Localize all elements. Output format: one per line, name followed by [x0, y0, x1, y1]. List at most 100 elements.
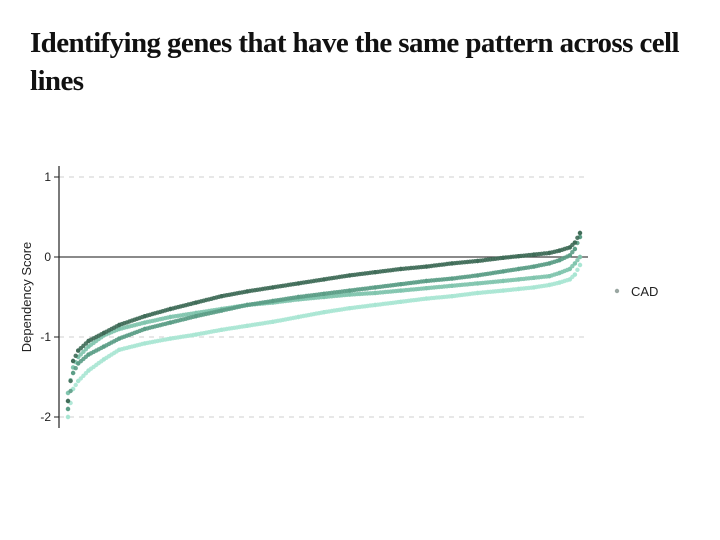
data-point: [73, 382, 78, 388]
data-point: [531, 285, 537, 290]
data-point: [347, 306, 352, 311]
data-point: [557, 248, 562, 253]
series-3: [65, 254, 583, 396]
y-tick-label: -2: [40, 410, 51, 424]
data-point: [570, 264, 575, 269]
series-1: [65, 230, 583, 404]
data-point: [572, 246, 578, 252]
data-point: [219, 308, 224, 313]
data-point: [86, 344, 91, 349]
data-point: [68, 388, 73, 394]
series-layer: [65, 230, 583, 420]
data-point: [86, 338, 91, 344]
data-point: [501, 269, 506, 274]
data-point: [321, 310, 327, 315]
data-point: [567, 253, 572, 258]
data-point: [219, 327, 224, 332]
data-point: [245, 289, 250, 294]
data-point: [296, 294, 301, 300]
data-point: [76, 361, 81, 366]
data-point: [101, 357, 107, 362]
data-point: [575, 235, 580, 240]
data-point: [567, 277, 572, 282]
data-point: [531, 252, 537, 257]
data-point: [373, 270, 378, 275]
data-point: [531, 275, 537, 280]
data-point: [73, 353, 78, 358]
data-point: [70, 370, 76, 376]
data-point: [572, 272, 578, 277]
data-point: [475, 258, 480, 264]
data-point: [347, 288, 352, 293]
legend-label: CAD: [631, 284, 658, 299]
data-point: [65, 406, 71, 412]
data-point: [142, 320, 147, 325]
series-4: [65, 262, 583, 420]
data-point: [547, 282, 552, 288]
data-point: [516, 254, 521, 259]
data-point: [168, 306, 173, 312]
data-point: [557, 280, 562, 285]
data-point: [168, 320, 173, 325]
data-point: [142, 326, 147, 332]
data-point: [86, 352, 91, 357]
data-point: [373, 302, 378, 308]
data-point: [168, 314, 173, 320]
data-point: [575, 258, 580, 263]
data-point: [398, 266, 403, 272]
data-point: [347, 273, 352, 278]
data-point: [547, 250, 552, 256]
data-point: [516, 277, 521, 282]
data-point: [347, 292, 352, 297]
y-axis: 1 0 -1 -2: [40, 166, 60, 428]
data-point: [572, 240, 578, 245]
data-point: [101, 330, 107, 336]
data-point: [65, 398, 71, 404]
data-point: [70, 358, 76, 364]
data-point: [193, 300, 199, 305]
data-point: [449, 276, 455, 281]
data-point: [567, 266, 572, 272]
data-point: [572, 261, 578, 266]
data-point: [168, 336, 173, 341]
data-point: [219, 294, 224, 299]
data-point: [296, 281, 301, 286]
data-point: [398, 282, 403, 287]
data-point: [475, 273, 480, 278]
data-point: [449, 261, 455, 266]
data-point: [373, 285, 378, 290]
data-point: [142, 314, 147, 319]
y-axis-title: Dependency Score: [19, 242, 34, 353]
data-point: [321, 294, 327, 300]
slide-title: Identifying genes that have the same pat…: [30, 27, 680, 97]
data-point: [117, 322, 122, 328]
data-point: [449, 283, 455, 288]
data-point: [531, 264, 537, 269]
data-point: [86, 368, 91, 373]
data-point: [570, 250, 575, 255]
data-point: [373, 290, 378, 296]
data-point: [516, 286, 521, 292]
data-point: [501, 278, 506, 284]
data-point: [76, 348, 81, 353]
data-point: [398, 299, 403, 304]
data-point: [245, 302, 250, 308]
data-point: [245, 323, 250, 328]
data-point: [501, 288, 506, 293]
data-point: [475, 281, 480, 286]
data-point: [65, 414, 71, 420]
legend-marker: [614, 288, 620, 294]
data-point: [577, 254, 583, 260]
data-point: [270, 285, 275, 290]
data-point: [424, 264, 429, 269]
y-tick-label: 1: [44, 170, 51, 184]
data-point: [516, 266, 521, 272]
data-point: [557, 258, 562, 263]
data-point: [577, 230, 583, 236]
data-point: [567, 245, 572, 250]
data-point: [575, 267, 580, 272]
series-2: [65, 234, 583, 412]
legend: CAD: [614, 284, 658, 299]
data-point: [557, 270, 562, 276]
